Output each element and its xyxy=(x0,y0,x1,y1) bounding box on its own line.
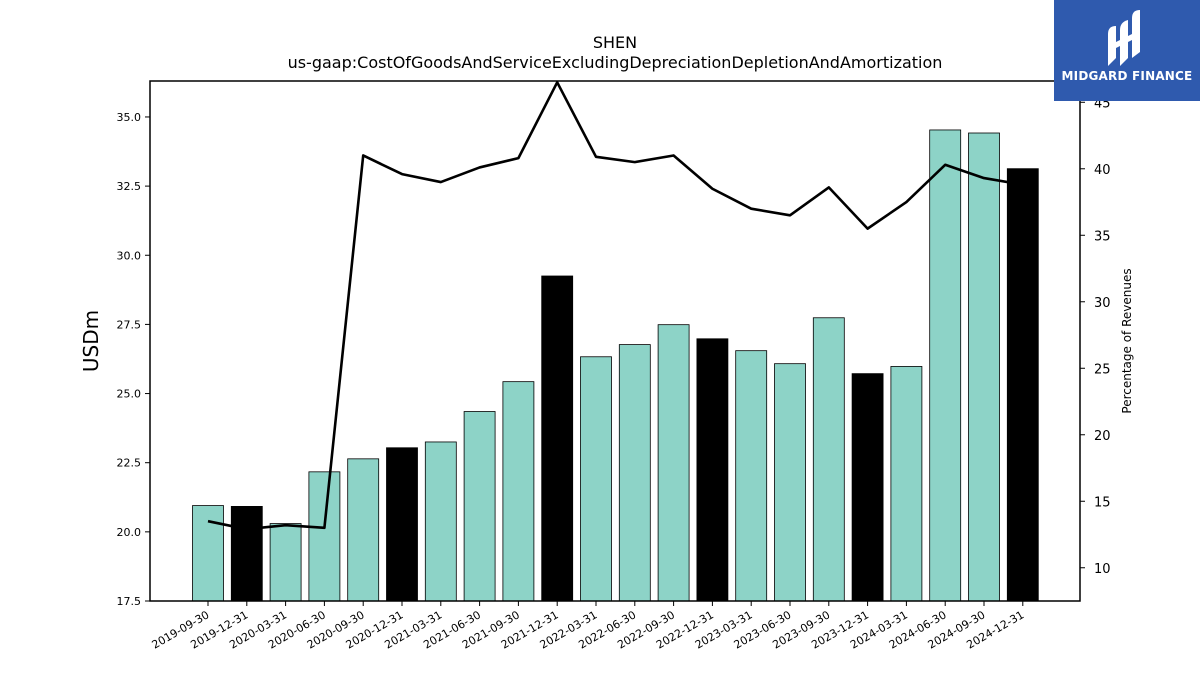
y2-tick-label: 40 xyxy=(1094,163,1111,178)
bar xyxy=(812,317,845,602)
bar xyxy=(347,458,380,602)
y-tick-label: 20.0 xyxy=(117,526,142,539)
bar-series xyxy=(192,129,1039,602)
chart-subtitle: us-gaap:CostOfGoodsAndServiceExcludingDe… xyxy=(288,53,943,72)
bar xyxy=(1006,168,1039,602)
y-tick-label: 22.5 xyxy=(117,457,142,470)
y-tick-label: 32.5 xyxy=(117,180,142,193)
y2-tick-label: 10 xyxy=(1094,562,1111,577)
y2-axis-label: Percentage of Revenues xyxy=(1120,268,1134,413)
logo-mark-icon xyxy=(1108,10,1140,66)
bar xyxy=(890,366,923,602)
brand-logo: MIDGARD FINANCE xyxy=(1054,0,1200,101)
bar xyxy=(230,506,263,602)
bar xyxy=(502,381,535,602)
y2-tick-label: 30 xyxy=(1094,296,1111,311)
y-tick-label: 17.5 xyxy=(117,595,142,608)
y-axis-label: USDm xyxy=(79,310,103,372)
bar xyxy=(968,132,1000,602)
y2-tick-label: 20 xyxy=(1094,429,1111,444)
bar xyxy=(386,447,418,602)
y2-tick-label: 35 xyxy=(1094,229,1111,244)
bar xyxy=(618,344,651,602)
bar xyxy=(696,338,729,602)
y-tick-label: 35.0 xyxy=(117,111,142,124)
logo-text: MIDGARD FINANCE xyxy=(1061,69,1193,83)
chart-title: SHEN xyxy=(593,33,637,52)
bar xyxy=(192,505,224,602)
bar xyxy=(463,411,496,602)
bar xyxy=(541,275,574,602)
line-series xyxy=(207,81,1024,531)
y-tick-label: 30.0 xyxy=(117,249,142,262)
y-tick-label: 25.0 xyxy=(117,388,142,401)
plot-frame xyxy=(149,80,1081,602)
bar xyxy=(580,356,612,602)
bar xyxy=(308,471,341,602)
bar xyxy=(269,523,302,602)
bar xyxy=(424,441,457,602)
y2-tick-label: 25 xyxy=(1094,362,1111,377)
axes: 17.5 20.0 22.5 25.0 27.5 30.0 32.5 35.0 10 15 20 25… xyxy=(117,80,1111,652)
bar xyxy=(929,129,962,602)
series-line xyxy=(207,81,1024,531)
bar xyxy=(735,350,768,602)
y-tick-label: 27.5 xyxy=(117,318,142,331)
y2-tick-label: 15 xyxy=(1094,495,1111,510)
bar xyxy=(774,363,806,602)
bar xyxy=(657,324,690,602)
bar xyxy=(851,373,884,602)
